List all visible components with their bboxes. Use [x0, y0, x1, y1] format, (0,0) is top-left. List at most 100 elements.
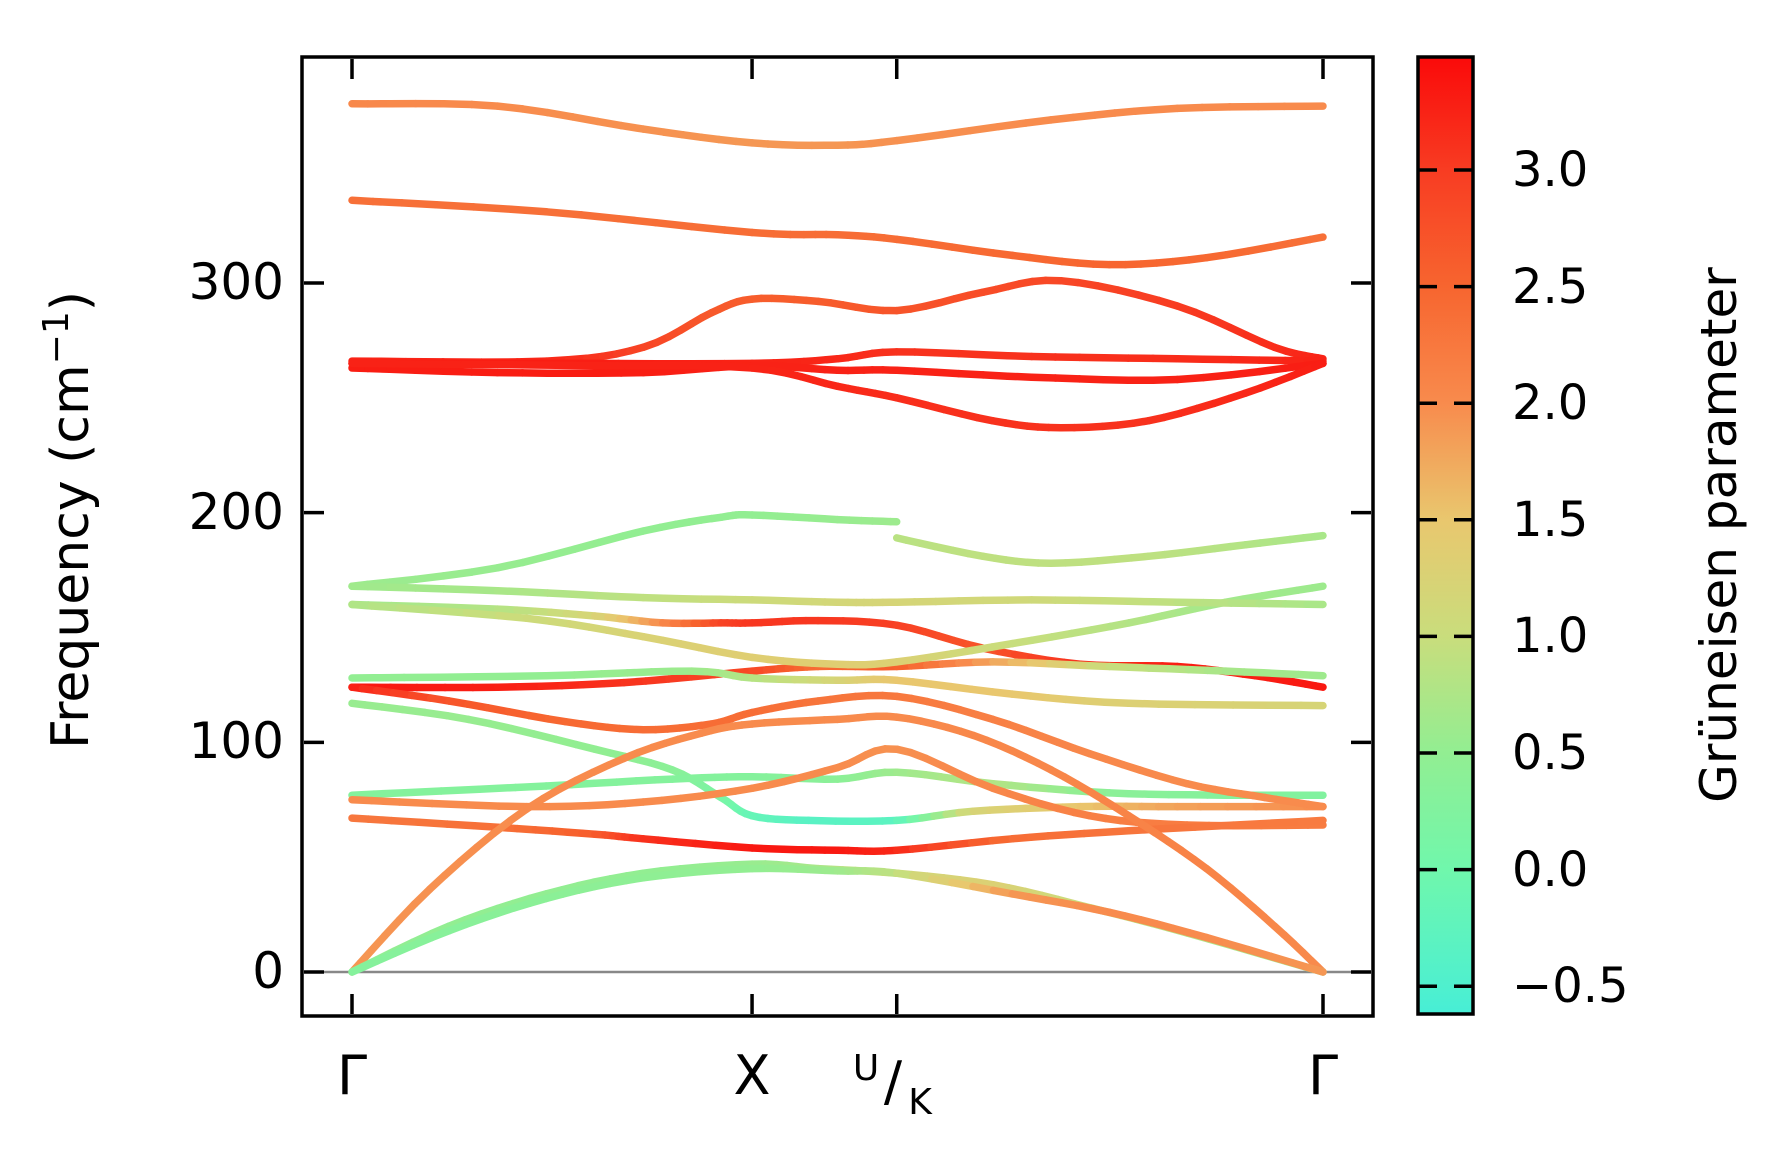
band-segment-optic-265a: [1027, 352, 1060, 361]
band-segment-optic-265b: [1027, 373, 1060, 382]
cbar-tick-1.5: 1.5: [1512, 492, 1588, 548]
band-segment-green-199-GX: [439, 568, 476, 580]
band-segment-orange-75: [428, 799, 471, 809]
band-segment-green-128: [1155, 700, 1199, 709]
band-segment-optic-336: [1306, 233, 1327, 244]
band-segment-acoustic-TA2: [1306, 964, 1327, 976]
band-segment-green-117-cyan: [507, 724, 538, 738]
band-segment-khaki-161: [518, 588, 552, 597]
band-segment-khaki-161: [1199, 598, 1236, 607]
band-segment-optic-265b: [411, 366, 448, 375]
band-segment-optic-378: [1173, 103, 1206, 113]
band-segment-optic-378: [965, 122, 1002, 135]
y-tick-200: 200: [189, 483, 284, 541]
band-segment-khaki-137: [367, 602, 404, 612]
band-segment-optic-378: [593, 117, 625, 130]
band-segment-orange-75: [462, 801, 503, 810]
band-segment-green-128: [570, 670, 606, 679]
band-segment-optic-378: [913, 130, 946, 142]
band-segment-khaki-161: [931, 597, 963, 606]
band-segment-optic-265a: [955, 349, 987, 359]
cbar-tick-1.0: 1.0: [1512, 608, 1588, 664]
band-segment-optic-336: [542, 208, 585, 219]
band-segment-optic-336: [720, 226, 756, 237]
band-segment-optic-265a: [1003, 351, 1036, 361]
band-segment-optic-336: [1244, 243, 1275, 255]
band-segment-orange-75: [367, 796, 404, 806]
x-tick-gamma-right: Γ: [1308, 1044, 1338, 1107]
band-segment-green-128: [436, 672, 482, 681]
y-tick-100: 100: [189, 712, 284, 770]
band-segment-khaki-137: [462, 609, 503, 620]
colorbar-tick-labels: 3.0 2.5 2.0 1.5 1.0 0.5 0.0 −0.5: [1512, 142, 1629, 1014]
x-tick-x: X: [734, 1044, 771, 1107]
band-segment-optic-265b: [439, 367, 476, 376]
band-segment-red-flat-124: [1308, 671, 1327, 680]
band-segment-khaki-161: [543, 589, 577, 599]
x-tick-uk-sup: U: [853, 1048, 879, 1089]
band-segment-green-117-cyan: [485, 719, 516, 733]
band-segment-orange-67-red: [1155, 823, 1199, 833]
band-segment-optic-336: [652, 218, 696, 231]
band-segment-optic-265a: [931, 348, 963, 358]
band-segment-orange-67-red: [1297, 816, 1327, 826]
band-segment-optic-378: [493, 102, 527, 113]
band-segment-khaki-137: [523, 614, 554, 625]
band-segment-khaki-161: [386, 583, 420, 592]
band-segment-optic-lens-bottom: [704, 362, 735, 371]
band-segment-khaki-137: [395, 604, 436, 615]
band-segment-optic-265b: [1173, 373, 1208, 384]
band-segment-optic-265b: [1075, 375, 1108, 384]
band-lines: [348, 99, 1327, 976]
band-segment-optic-378: [439, 100, 476, 109]
band-segment-green-199-GX: [467, 564, 502, 576]
band-segment-khaki-161: [593, 591, 625, 601]
cbar-tick-0.5: 0.5: [1512, 725, 1588, 781]
band-segment-mint-77: [437, 785, 484, 795]
band-segment-green-128: [623, 668, 656, 677]
band-segment-green-128: [1125, 699, 1163, 708]
x-tick-gamma-left: Γ: [337, 1044, 367, 1107]
cbar-tick-0.0: 0.0: [1512, 842, 1588, 898]
band-segment-orange-67-red: [415, 818, 452, 828]
band-segment-green-199-GX: [570, 538, 604, 553]
band-segment-orange-75: [495, 802, 531, 811]
band-segment-optic-336: [398, 199, 440, 209]
axis-tick-marks: [304, 59, 1371, 1014]
band-segment-optic-265b: [1003, 372, 1036, 381]
band-segment-optic-336: [577, 211, 623, 223]
band-segment-optic-378: [518, 105, 552, 117]
band-segment-optic-378: [1047, 113, 1078, 124]
band-segment-optic-265b: [467, 368, 502, 377]
band-segment-orange-67-red: [443, 820, 479, 830]
colorbar: [1416, 55, 1475, 1016]
band-segment-orange-67-red: [1229, 819, 1274, 829]
x-tick-labels: Γ X U / K Γ: [337, 1044, 1338, 1123]
band-segment-khaki-161: [493, 586, 527, 596]
band-segment-optic-265a: [1227, 355, 1264, 364]
band-segment-khaki-161: [955, 596, 987, 605]
band-segment-green-128: [597, 669, 632, 678]
band-segment-orange-67-red: [1266, 817, 1305, 827]
band-segment-green-128: [510, 671, 550, 681]
band-segment-optic-378: [1198, 103, 1234, 112]
colorbar-label: Grüneisen parameter: [1690, 267, 1748, 803]
band-segment-optic-336: [432, 201, 478, 211]
band-segment-optic-336: [469, 203, 515, 213]
band-segment-orange-67-red: [470, 822, 502, 832]
band-segment-orange-75: [395, 798, 436, 808]
band-segment-optic-378: [938, 126, 974, 139]
band-segment-green-red-152: [470, 604, 502, 613]
band-segment-optic-265b: [386, 365, 420, 375]
band-segment-orange-dip-105: [1313, 801, 1327, 811]
band-segment-orange-67-red: [387, 816, 423, 827]
band-segment-green-117-cyan: [420, 708, 451, 720]
band-segment-green-199-GX: [544, 545, 579, 560]
band-segment-khaki-137: [428, 606, 471, 617]
y-tick-labels: 0 100 200 300: [189, 253, 284, 1000]
band-segment-acoustic-TA2: [1244, 945, 1275, 961]
band-segment-optic-336: [688, 222, 729, 234]
band-segment-optic-265b: [979, 371, 1012, 380]
